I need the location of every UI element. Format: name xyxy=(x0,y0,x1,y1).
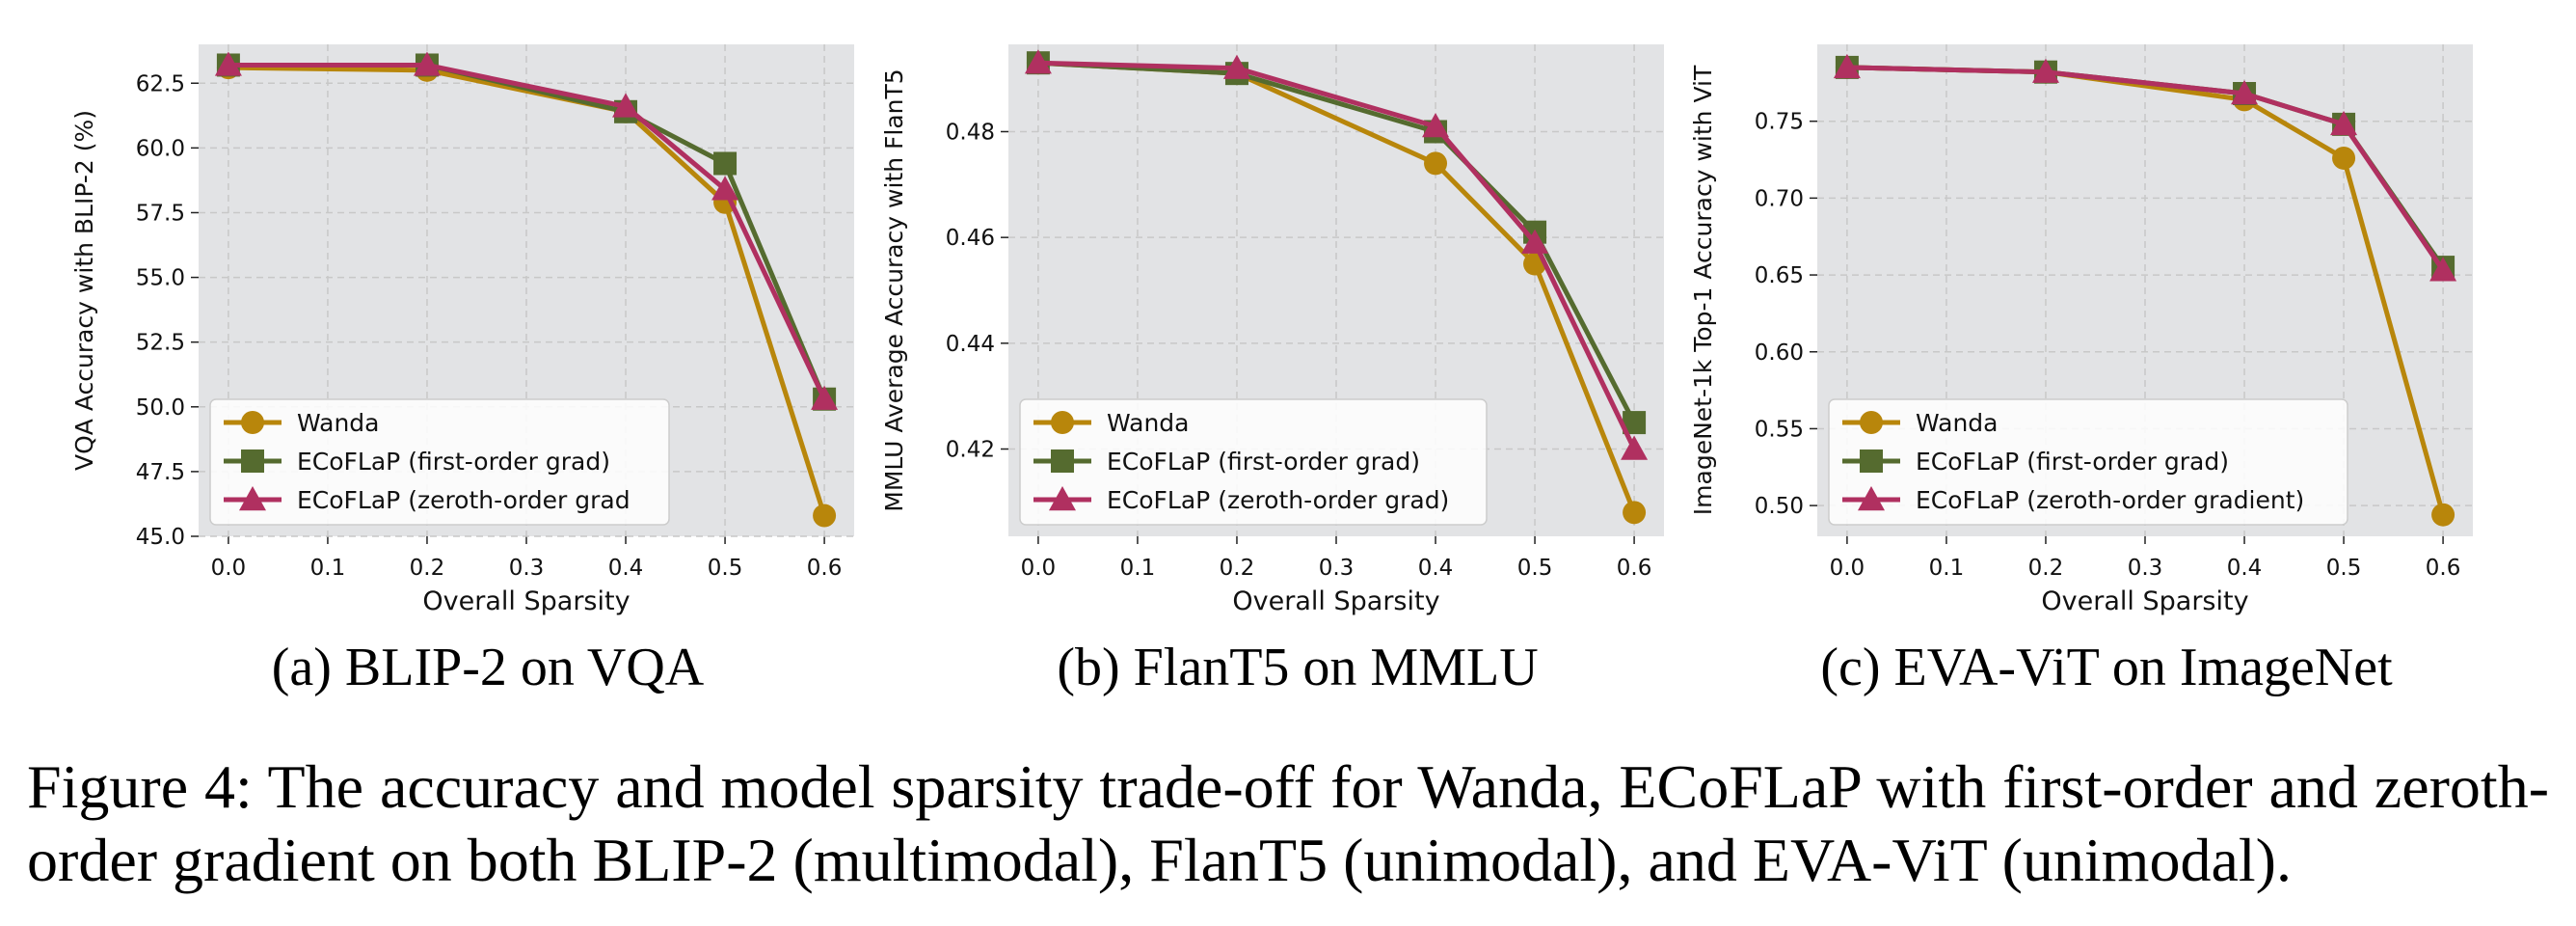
legend-label-first-order: ECoFLaP (first-order grad) xyxy=(297,448,610,476)
x-tick-label: 0.5 xyxy=(2326,556,2362,581)
y-tick-label: 0.65 xyxy=(1755,263,1804,288)
x-tick-label: 0.6 xyxy=(1617,556,1652,581)
legend-marker-wanda xyxy=(1051,411,1074,434)
figure-caption: Figure 4: The accuracy and model sparsit… xyxy=(27,752,2549,894)
legend-label-zeroth-order: ECoFLaP (zeroth-order grad xyxy=(297,486,631,514)
y-tick-label: 60.0 xyxy=(136,136,185,161)
y-axis-label: MMLU Average Accuracy with FlanT5 xyxy=(880,68,908,511)
data-point-zeroth-order xyxy=(811,385,839,410)
legend-marker-zeroth-order xyxy=(1858,486,1885,511)
x-tick-label: 0.2 xyxy=(410,556,445,581)
x-tick-label: 0.3 xyxy=(509,556,545,581)
data-point-zeroth-order xyxy=(1222,54,1250,79)
y-tick-label: 52.5 xyxy=(136,331,185,356)
legend-box xyxy=(1019,398,1488,526)
legend-label-wanda: Wanda xyxy=(297,409,379,437)
chart-panel-3: 0.0 0.1 0.2 0.3 0.4 0.5 0.6 0.50 0.55 0.60 0.65 0.7… xyxy=(1689,44,2473,697)
chart-subtitle: (b) FlanT5 on MMLU xyxy=(1057,638,1538,697)
legend-box xyxy=(209,398,670,526)
data-point-zeroth-order xyxy=(413,51,441,76)
x-tick-label: 0.0 xyxy=(211,556,247,581)
data-point-zeroth-order xyxy=(2330,110,2358,136)
data-point-first-order xyxy=(713,151,738,176)
y-tick-label: 0.46 xyxy=(946,226,995,251)
y-tick-label: 0.60 xyxy=(1755,340,1804,366)
y-tick-label: 0.70 xyxy=(1755,186,1804,211)
x-tick-label: 0.6 xyxy=(807,556,843,581)
x-tick-label: 0.2 xyxy=(1220,556,1255,581)
legend-marker-first-order xyxy=(1860,449,1883,473)
y-tick-label: 57.5 xyxy=(136,201,185,226)
data-point-zeroth-order xyxy=(2429,257,2457,282)
x-tick-label: 0.0 xyxy=(1021,556,1057,581)
legend-marker-zeroth-order xyxy=(1049,486,1076,511)
x-tick-label: 0.6 xyxy=(2426,556,2461,581)
y-axis-label: ImageNet-1k Top-1 Accuracy with ViT xyxy=(1689,65,1717,515)
legend-label-zeroth-order: ECoFLaP (zeroth-order grad) xyxy=(1107,486,1449,514)
x-tick-label: 0.2 xyxy=(2028,556,2064,581)
y-axis-label: VQA Accuracy with BLIP-2 (%) xyxy=(70,110,98,471)
chart-panel-1: 0.0 0.1 0.2 0.3 0.4 0.5 0.6 45.0 47.5 50.0 52.5 55.… xyxy=(70,44,854,697)
data-point-wanda xyxy=(2431,503,2455,527)
x-tick-label: 0.5 xyxy=(708,556,743,581)
data-point-zeroth-order xyxy=(2031,58,2059,83)
legend-label-first-order: ECoFLaP (first-order grad) xyxy=(1107,448,1420,476)
x-tick-label: 0.5 xyxy=(1517,556,1553,581)
data-point-zeroth-order xyxy=(1521,229,1549,254)
x-axis-label: Overall Sparsity xyxy=(1232,586,1439,616)
data-point-zeroth-order xyxy=(1024,49,1052,74)
legend-label-first-order: ECoFLaP (first-order grad) xyxy=(1916,448,2229,476)
chart-subtitle: (a) BLIP-2 on VQA xyxy=(272,638,705,697)
legend-marker-first-order xyxy=(1051,449,1074,473)
data-point-zeroth-order xyxy=(1621,435,1649,460)
data-point-zeroth-order xyxy=(1833,53,1861,79)
x-axis-label: Overall Sparsity xyxy=(422,586,630,616)
y-tick-label: 0.50 xyxy=(1755,494,1804,519)
x-tick-label: 0.4 xyxy=(2227,556,2263,581)
x-tick-label: 0.1 xyxy=(1929,556,1965,581)
x-tick-label: 0.3 xyxy=(2128,556,2163,581)
chart-subtitle: (c) EVA-ViT on ImageNet xyxy=(1820,638,2393,697)
x-tick-label: 0.1 xyxy=(1120,556,1156,581)
legend-label-wanda: Wanda xyxy=(1107,409,1189,437)
y-tick-label: 0.48 xyxy=(946,120,995,145)
chart-panel-2: 0.0 0.1 0.2 0.3 0.4 0.5 0.6 0.42 0.44 0.46 0.48 Ove… xyxy=(880,44,1664,697)
y-tick-label: 0.42 xyxy=(946,438,995,463)
y-tick-label: 0.75 xyxy=(1755,110,1804,135)
legend: Wanda ECoFLaP (first-order grad) ECoFLaP (… xyxy=(1828,398,2348,526)
legend: Wanda ECoFLaP (first-order grad) ECoFLaP (… xyxy=(209,398,670,526)
data-point-zeroth-order xyxy=(612,93,640,118)
x-tick-label: 0.3 xyxy=(1319,556,1355,581)
data-point-wanda xyxy=(2332,146,2356,170)
data-point-zeroth-order xyxy=(2231,80,2259,105)
data-point-zeroth-order xyxy=(214,51,242,76)
x-axis-label: Overall Sparsity xyxy=(2041,586,2248,616)
x-tick-label: 0.4 xyxy=(1418,556,1454,581)
y-tick-label: 45.0 xyxy=(136,525,185,550)
data-point-wanda xyxy=(1424,151,1448,176)
legend-box xyxy=(1828,398,2348,526)
data-point-zeroth-order xyxy=(1422,113,1450,138)
legend-label-wanda: Wanda xyxy=(1916,409,1998,437)
legend-label-zeroth-order: ECoFLaP (zeroth-order gradient) xyxy=(1916,486,2304,514)
y-tick-label: 55.0 xyxy=(136,266,185,291)
y-tick-label: 0.55 xyxy=(1755,417,1804,442)
data-point-wanda xyxy=(813,504,837,528)
y-tick-label: 50.0 xyxy=(136,395,185,421)
legend-marker-wanda xyxy=(241,411,264,434)
legend-marker-zeroth-order xyxy=(239,486,266,511)
y-tick-label: 47.5 xyxy=(136,460,185,485)
legend-marker-first-order xyxy=(241,449,264,473)
figure-canvas: 0.0 0.1 0.2 0.3 0.4 0.5 0.6 45.0 47.5 50.0 52.5 55.… xyxy=(70,44,2473,697)
data-point-zeroth-order xyxy=(711,176,739,201)
data-point-wanda xyxy=(1623,501,1647,525)
y-tick-label: 62.5 xyxy=(136,71,185,96)
y-tick-label: 0.44 xyxy=(946,332,995,357)
x-tick-label: 0.4 xyxy=(608,556,644,581)
x-tick-label: 0.0 xyxy=(1830,556,1865,581)
legend: Wanda ECoFLaP (first-order grad) ECoFLaP (… xyxy=(1019,398,1488,526)
x-tick-label: 0.1 xyxy=(310,556,346,581)
legend-marker-wanda xyxy=(1860,411,1883,434)
